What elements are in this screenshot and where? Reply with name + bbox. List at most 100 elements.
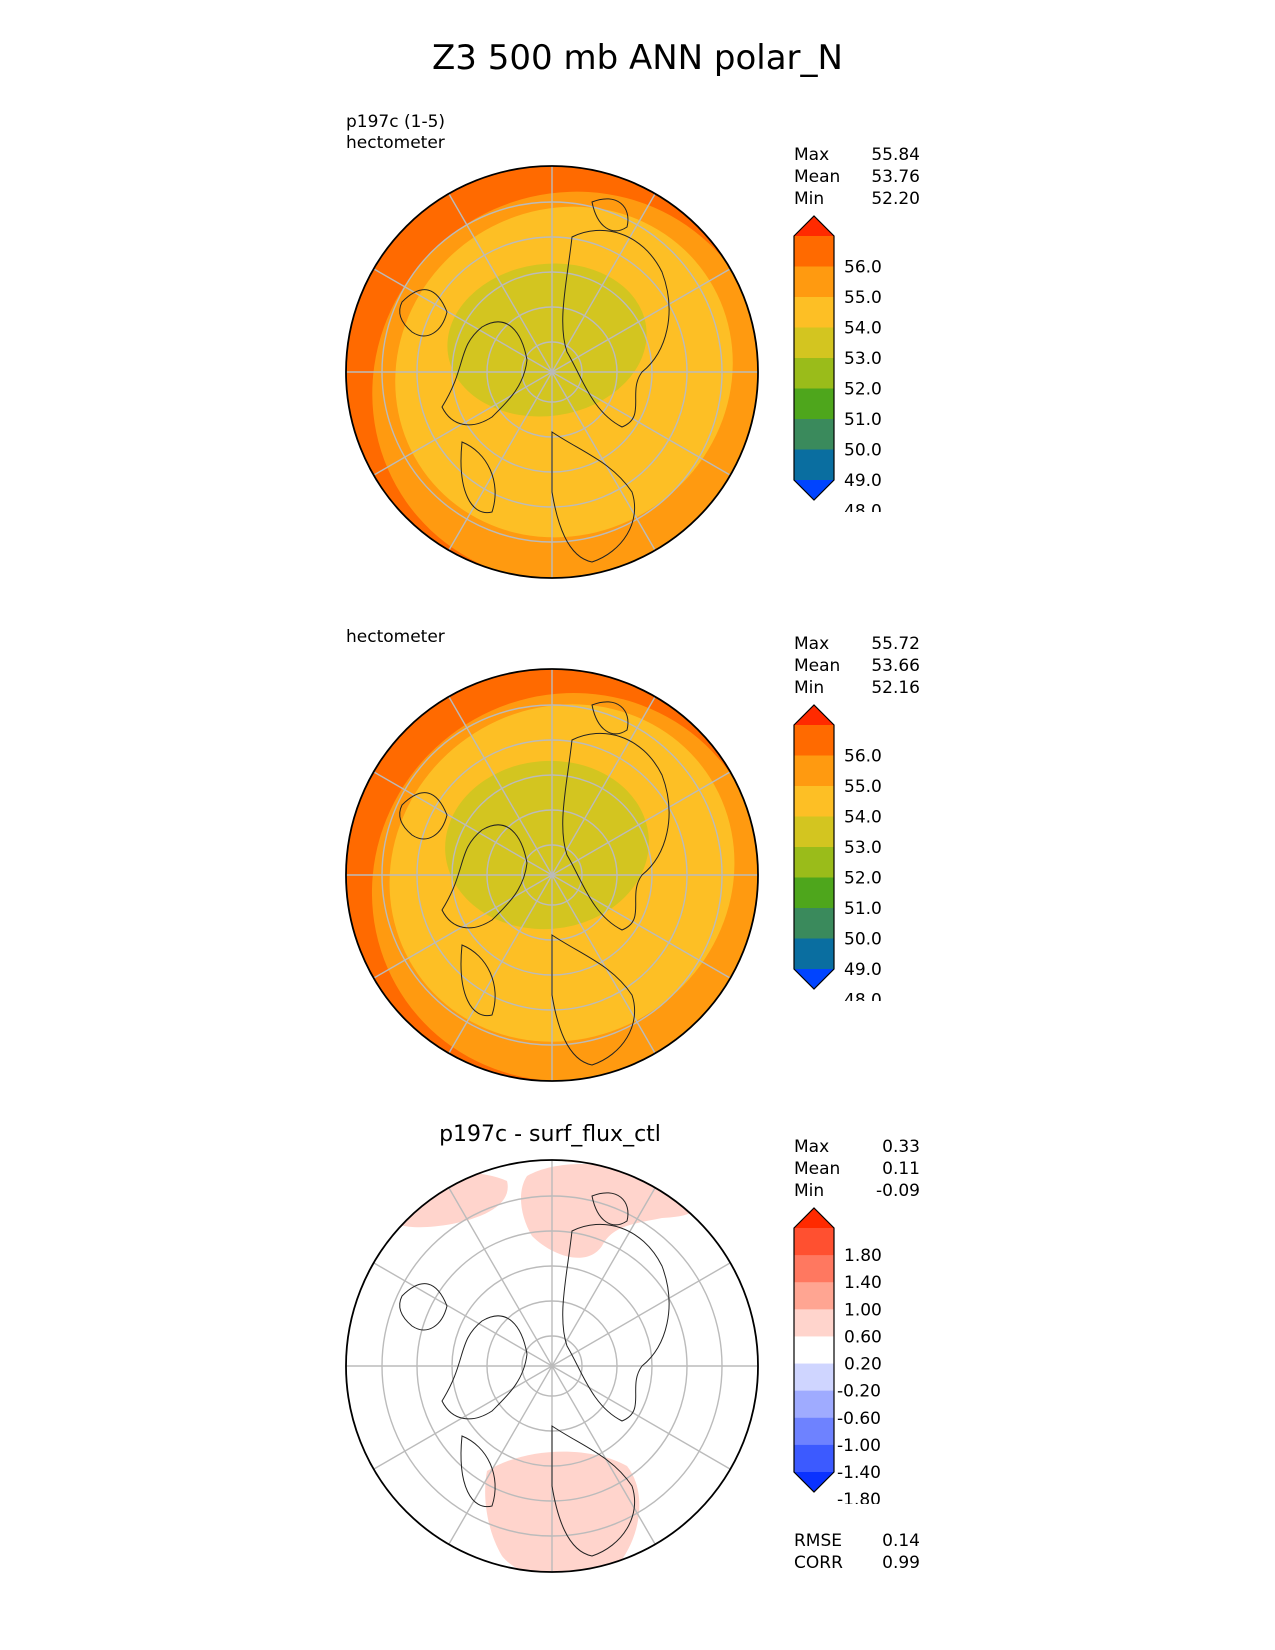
colorbar-tick-label: -1.40 (837, 1463, 881, 1483)
colorbar-segment (794, 1444, 834, 1473)
stat-max: Max 0.33 (794, 1137, 920, 1157)
stat-min: Min 52.20 (794, 189, 920, 209)
colorbar-segment (794, 1417, 834, 1446)
colorbar: 56.0 55.0 54.0 53.0 52.0 51.0 50.0 49.0 48.0 (793, 704, 882, 1002)
units-label: hectometer (346, 627, 445, 647)
colorbar-tick-label: 52.0 (844, 380, 882, 400)
coastlines (399, 701, 670, 1066)
stats-block: Max 55.72 Mean 53.66 Min 52.16 (794, 633, 920, 699)
colorbar-tick-label: 51.0 (844, 899, 882, 919)
panel-header: hectometer (346, 627, 445, 648)
colorbar-segment (794, 1309, 834, 1337)
colorbar-segment (794, 816, 834, 848)
colorbar-segment (794, 1282, 834, 1310)
colorbar-segment (794, 1255, 834, 1283)
colorbar-tick-label: -0.60 (837, 1409, 881, 1429)
colorbar-tick-label: 54.0 (844, 319, 882, 339)
colorbar-segment (794, 236, 834, 267)
stats-block: Max 0.33 Mean 0.11 Min -0.09 (794, 1136, 920, 1202)
colorbar: 1.80 1.40 1.00 0.60 0.20 -0.20 -0.60 -1.00 -1.40… (793, 1207, 882, 1504)
stat-mean: Mean 53.66 (794, 656, 920, 676)
colorbar-tick-label: 53.0 (844, 349, 882, 369)
stat-mean: Mean 53.76 (794, 167, 920, 187)
colorbar-tick-label: 56.0 (844, 258, 882, 278)
map-boundary (345, 165, 759, 579)
colorbar-segment (794, 266, 834, 298)
stat-corr: CORR 0.99 (794, 1553, 920, 1573)
colorbar-tick-label: -1.00 (837, 1436, 881, 1456)
colorbar-segment (794, 449, 834, 481)
colorbar-segment (794, 908, 834, 939)
map-boundary (345, 1159, 759, 1573)
colorbar-extend-top (794, 705, 834, 725)
colorbar-tick-label: 48.0 (844, 502, 882, 513)
colorbar-extend-bottom (794, 480, 834, 500)
colorbar-segment (794, 938, 834, 970)
diff-title: p197c - surf_flux_ctl (439, 1122, 661, 1147)
figure-title: Z3 500 mb ANN polar_N (432, 38, 843, 78)
colorbar-extend-bottom (794, 969, 834, 989)
colorbar-tick-label: 49.0 (844, 960, 882, 980)
colorbar-tick-label: 50.0 (844, 441, 882, 461)
colorbar-segment (794, 388, 834, 420)
colorbar-tick-label: 0.60 (844, 1327, 882, 1347)
colorbar-segment (794, 1363, 834, 1392)
colorbar-tick-label: 56.0 (844, 747, 882, 767)
coastlines (399, 1192, 670, 1557)
polar-map-reference (345, 668, 759, 1082)
colorbar-segment (794, 1390, 834, 1419)
colorbar-extend-bottom (794, 1472, 834, 1492)
stat-min: Min 52.16 (794, 678, 920, 698)
colorbar-segment (794, 327, 834, 359)
polar-map-test (345, 165, 759, 579)
colorbar-outline (793, 704, 835, 990)
stat-max: Max 55.72 (794, 634, 920, 654)
colorbar-tick-label: 55.0 (844, 777, 882, 797)
colorbar-tick-label: 51.0 (844, 410, 882, 430)
colorbar-segment (794, 755, 834, 787)
colorbar-tick-label: 49.0 (844, 471, 882, 491)
panel-reference: hectometer Max 55.72 Mean 53.66 Min 52.16 (0, 627, 1275, 1117)
case-name: p197c (1-5) (346, 112, 446, 132)
colorbar-tick-label: 52.0 (844, 869, 882, 889)
colorbar-segment (794, 847, 834, 878)
colorbar-tick-label: 1.40 (844, 1273, 882, 1293)
colorbar-tick-label: 54.0 (844, 808, 882, 828)
colorbar-tick-label: 55.0 (844, 288, 882, 308)
colorbar-extend-top (794, 1208, 834, 1228)
colorbar-tick-label: 48.0 (844, 991, 882, 1002)
rmse-corr-block: RMSE 0.14 CORR 0.99 (794, 1530, 920, 1574)
colorbar-extend-top (794, 216, 834, 236)
colorbar-tick-label: 50.0 (844, 930, 882, 950)
units-label: hectometer (346, 133, 445, 153)
colorbar-tick-label: -0.20 (837, 1382, 881, 1402)
colorbar-tick-label: -1.80 (837, 1490, 881, 1504)
map-boundary (345, 668, 759, 1082)
colorbar-segment (794, 1228, 834, 1256)
colorbar-segment (794, 358, 834, 389)
stat-rmse: RMSE 0.14 (794, 1531, 920, 1551)
colorbar-outline (793, 1207, 835, 1493)
stat-min: Min -0.09 (794, 1181, 920, 1201)
colorbar-tick-label: 0.20 (844, 1355, 882, 1375)
panel-header: p197c (1-5) hectometer (346, 112, 445, 154)
graticule (346, 166, 758, 578)
colorbar-segment (794, 877, 834, 909)
colorbar-segment (794, 786, 834, 817)
colorbar-tick-label: 1.80 (844, 1246, 882, 1266)
stat-max: Max 55.84 (794, 145, 920, 165)
colorbar-outline (793, 215, 835, 501)
colorbar-segment (794, 297, 834, 328)
colorbar-segment (794, 419, 834, 450)
colorbar-tick-label: 1.00 (844, 1300, 882, 1320)
panel-difference: p197c - surf_flux_ctl Max 0.33 Mean 0.11 M… (0, 1122, 1275, 1612)
coastlines (399, 198, 670, 563)
colorbar-segment (794, 725, 834, 756)
polar-map-difference (345, 1159, 759, 1573)
colorbar: 56.0 55.0 54.0 53.0 52.0 51.0 50.0 49.0 48.0 (793, 215, 882, 513)
panel-test: p197c (1-5) hectometer Max 55.84 Mean 53.7… (0, 112, 1275, 602)
colorbar-tick-label: 53.0 (844, 838, 882, 858)
stat-mean: Mean 0.11 (794, 1159, 920, 1179)
stats-block: Max 55.84 Mean 53.76 Min 52.20 (794, 144, 920, 210)
colorbar-segment (794, 1336, 834, 1365)
